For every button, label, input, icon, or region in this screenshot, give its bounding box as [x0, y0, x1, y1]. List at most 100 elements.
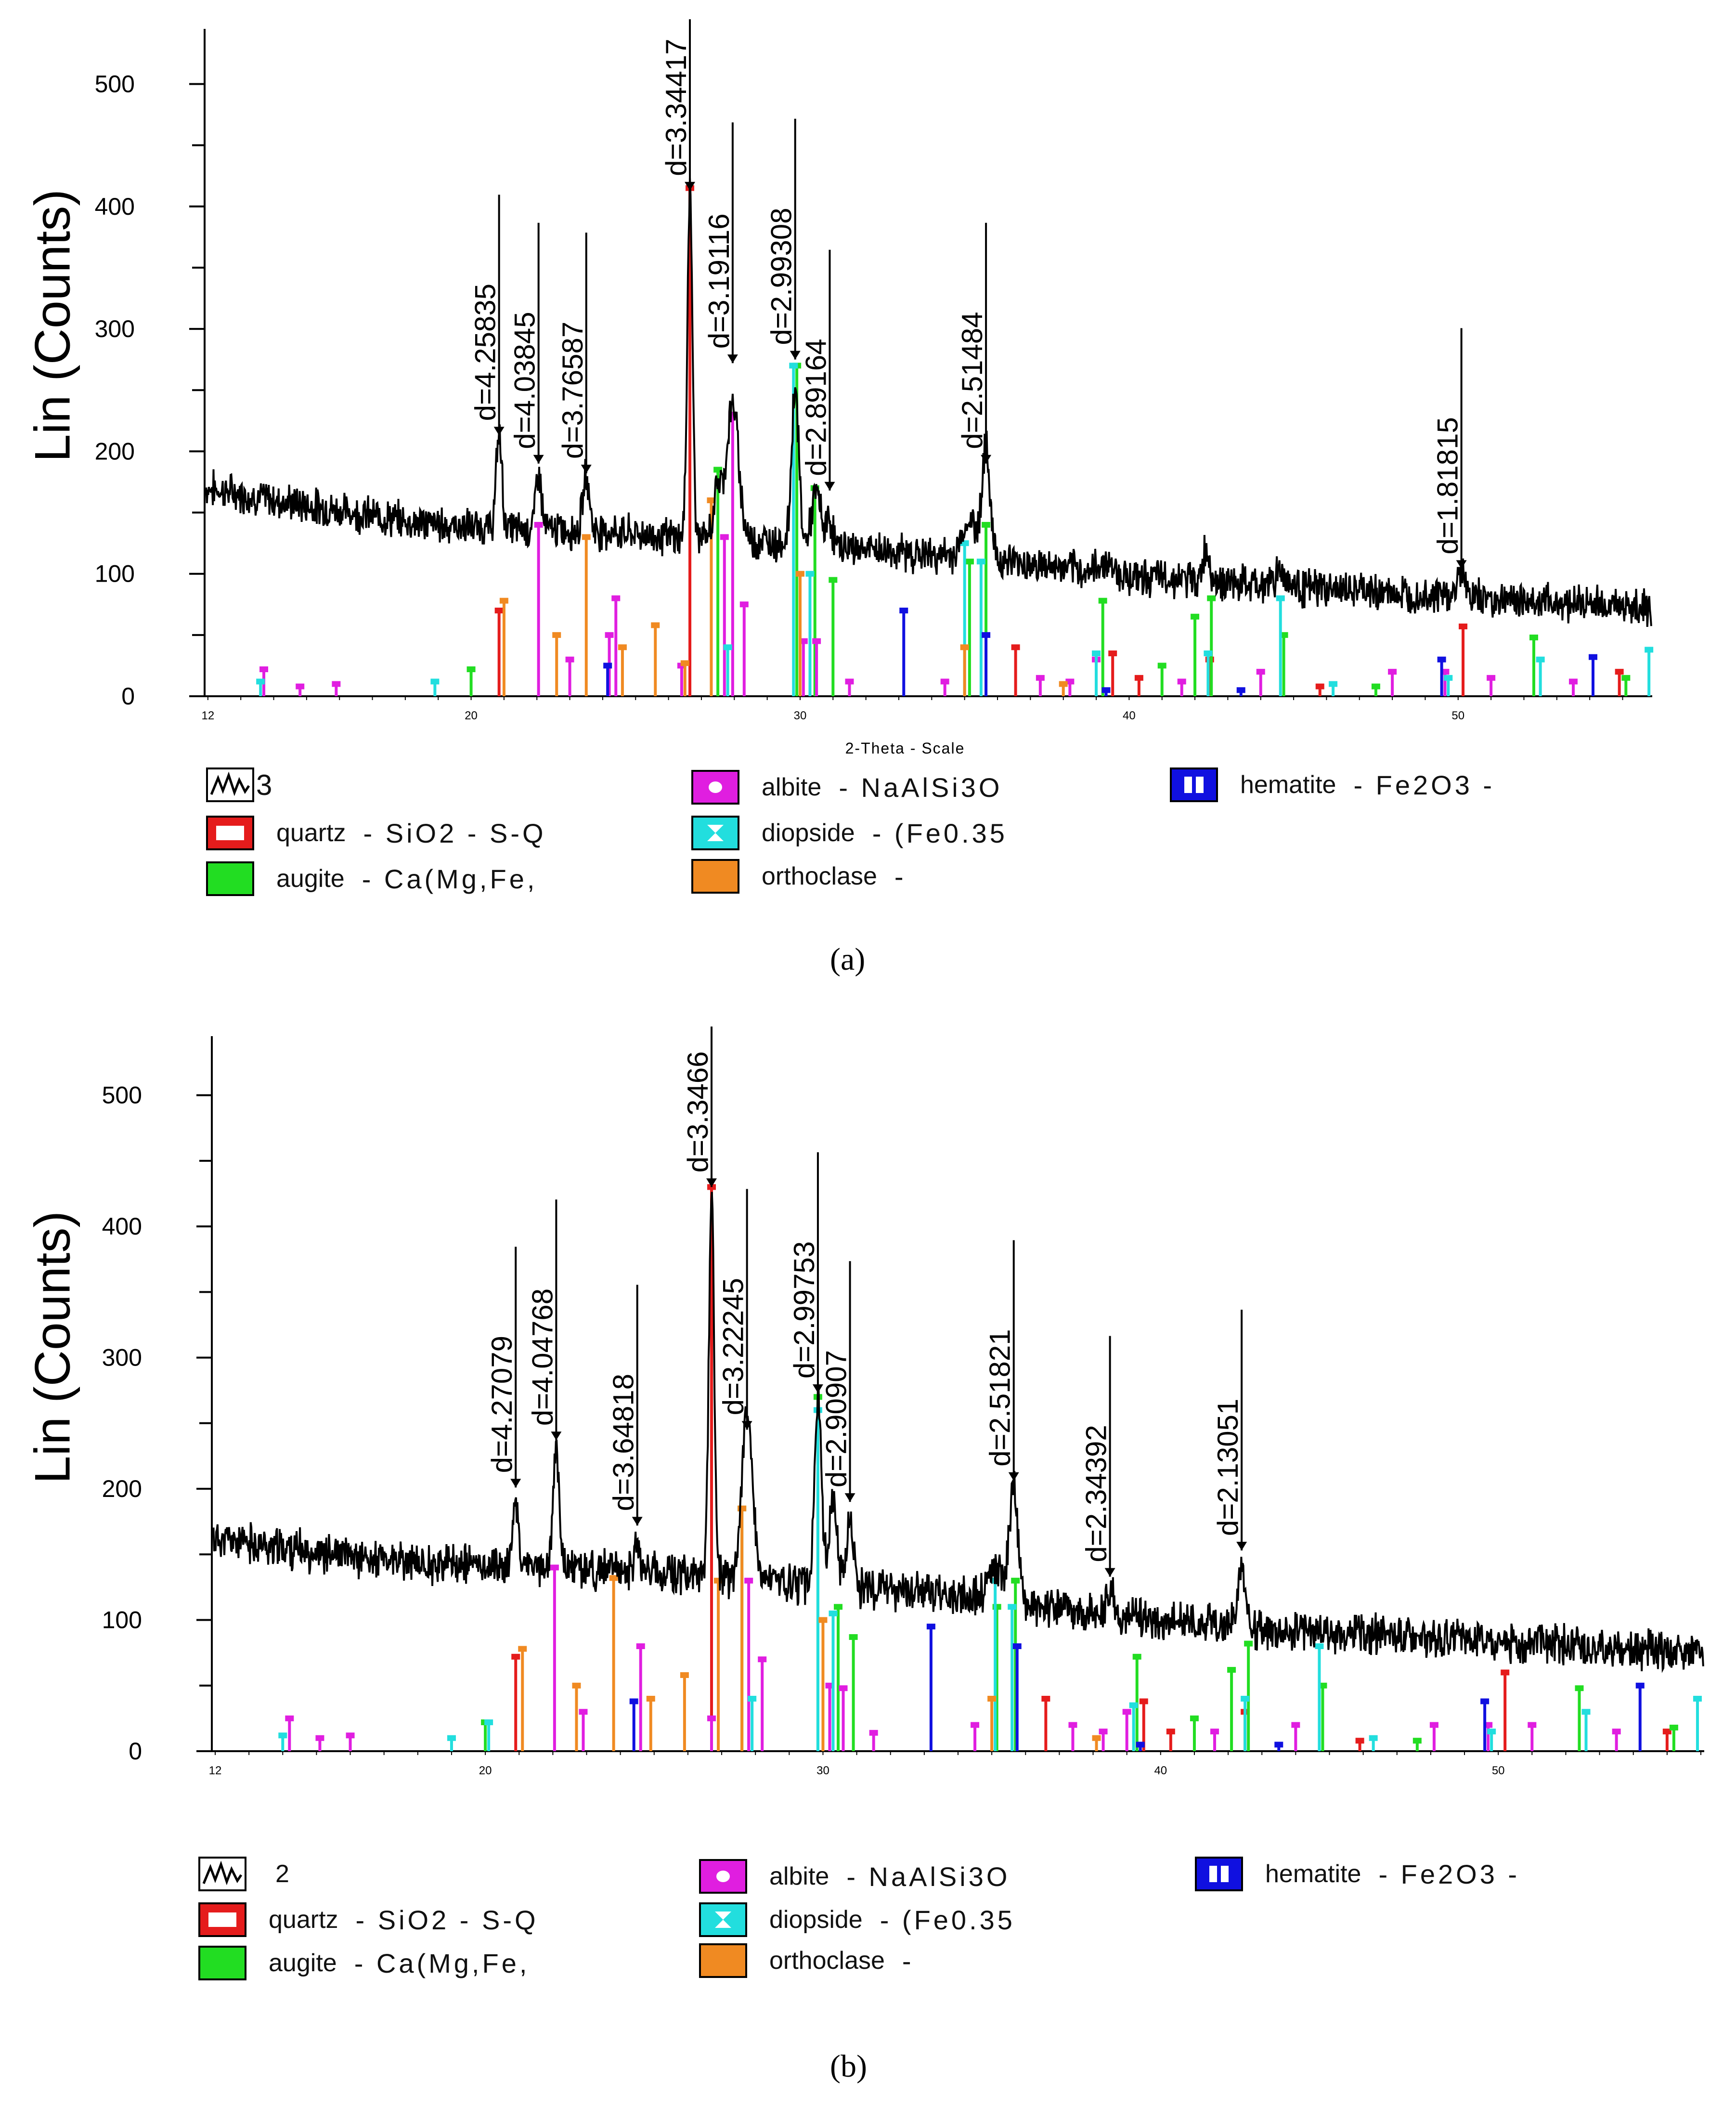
- albite-stick-marker: [1388, 669, 1397, 675]
- albite-stick-marker: [1036, 675, 1045, 681]
- legend-formula: - SiO2 - S-Q: [363, 818, 546, 848]
- legend-formula: - NaAlSi3O: [839, 772, 1003, 803]
- hematite-stick-marker: [603, 663, 612, 669]
- x-tick-label: 40: [1123, 709, 1136, 722]
- albite-stick-marker: [971, 1722, 980, 1728]
- albite-stick-marker: [1612, 1729, 1621, 1735]
- pattern-swatch: [206, 767, 254, 802]
- hematite-swatch: [1170, 767, 1218, 802]
- legend-formula: - Fe2O3 -: [1378, 1859, 1520, 1889]
- x-tick-label: 20: [465, 709, 478, 722]
- d-spacing-label: d=2.89164: [800, 338, 832, 476]
- y-tick-label: 500: [95, 70, 135, 97]
- orthoclase-stick-marker: [680, 1672, 689, 1678]
- panel-caption: (b): [830, 2049, 867, 2084]
- y-tick-label: 300: [95, 315, 135, 342]
- legend-formula: - SiO2 - S-Q: [355, 1904, 539, 1935]
- legend-item-measured: 3: [206, 766, 272, 804]
- albite-stick-marker: [296, 683, 305, 689]
- diopside-stick-marker: [1693, 1696, 1702, 1702]
- x-axis-label: 2-Theta - Scale: [845, 740, 965, 757]
- peak-marker-arrow: [685, 182, 696, 191]
- albite-swatch: [699, 1859, 747, 1894]
- legend-label: quartz: [276, 819, 346, 847]
- x-tick-label: 50: [1451, 709, 1464, 722]
- quartz-stick-marker: [1139, 1698, 1148, 1704]
- peak-marker-arrow: [1104, 1568, 1115, 1577]
- diopside-stick-marker: [748, 1696, 757, 1702]
- albite-stick-marker: [1122, 1709, 1131, 1715]
- peak-marker-arrow: [706, 1178, 717, 1187]
- legend-item-orthoclase: orthoclase -: [691, 857, 907, 896]
- legend-item-diopside: diopside - (Fe0.35: [699, 1900, 1015, 1939]
- legend-formula: - Fe2O3 -: [1353, 769, 1495, 800]
- diopside-stick-marker: [1008, 1604, 1017, 1610]
- albite-stick-marker: [758, 1656, 767, 1663]
- hematite-stick-marker: [1437, 656, 1446, 663]
- augite-stick-marker: [1412, 1738, 1422, 1744]
- augite-stick-marker: [1098, 598, 1107, 604]
- panel-caption: (a): [830, 942, 866, 977]
- legend-item-diopside: diopside - (Fe0.35: [691, 814, 1008, 852]
- y-tick-label: 200: [102, 1475, 142, 1502]
- x-tick-label: 30: [816, 1764, 829, 1777]
- orthoclase-stick-marker: [1059, 681, 1068, 687]
- diopside-stick-marker: [1369, 1735, 1378, 1741]
- legend-formula: - Ca(Mg,Fe,: [354, 1948, 530, 1978]
- augite-swatch: [206, 861, 254, 896]
- albite-stick-marker: [565, 656, 574, 663]
- x-tick-label: 50: [1492, 1764, 1505, 1777]
- x-tick-label: 20: [479, 1764, 492, 1777]
- legend-formula: - (Fe0.35: [880, 1904, 1015, 1935]
- albite-stick-marker: [346, 1732, 355, 1739]
- legend-item-hematite: hematite - Fe2O3 -: [1170, 766, 1495, 804]
- orthoclase-stick-marker: [1092, 1735, 1101, 1741]
- peak-marker-arrow: [581, 465, 592, 474]
- hematite-stick-marker: [982, 632, 991, 638]
- legend-item-orthoclase: orthoclase -: [699, 1941, 914, 1980]
- peak-marker-arrow: [1008, 1472, 1019, 1481]
- peak-marker-arrow: [1236, 1542, 1247, 1551]
- d-spacing-label: d=1.81815: [1432, 417, 1464, 554]
- legend-formula: -: [902, 1945, 914, 1976]
- d-spacing-label: d=3.76587: [557, 322, 589, 459]
- pattern-swatch: [198, 1857, 246, 1891]
- d-spacing-label: d=3.22245: [717, 1278, 750, 1415]
- albite-stick-marker: [1487, 675, 1496, 681]
- legend-item-augite: augite - Ca(Mg,Fe,: [206, 859, 537, 898]
- orthoclase-stick-marker: [707, 497, 716, 504]
- albite-stick-marker: [550, 1564, 559, 1571]
- d-spacing-label: d=3.64818: [608, 1374, 640, 1511]
- peak-marker-arrow: [812, 1384, 823, 1393]
- diopside-swatch: [691, 816, 739, 850]
- diopside-stick-marker: [430, 678, 440, 685]
- quartz-stick-marker: [1615, 669, 1624, 675]
- y-axis-label: Lin (Counts): [25, 1211, 81, 1484]
- y-tick-label: 200: [95, 438, 135, 465]
- legend-item-measured: 2: [198, 1855, 289, 1893]
- x-tick-label: 12: [201, 709, 214, 722]
- d-spacing-label: d=4.25835: [469, 284, 502, 421]
- quartz-stick-marker: [1011, 644, 1020, 650]
- peak-marker-arrow: [790, 351, 801, 360]
- d-spacing-label: d=4.04768: [526, 1288, 558, 1426]
- legend-item-quartz: quartz - SiO2 - S-Q: [198, 1900, 539, 1939]
- legend-label: orthoclase: [762, 862, 877, 890]
- augite-stick-marker: [834, 1604, 843, 1610]
- diopside-stick-marker: [805, 571, 815, 577]
- peak-marker-arrow: [727, 354, 738, 364]
- xrd-chart-b: 0 100 200 300 400 500 12 20 30 40 50 d=4.27079 d=4.0…: [102, 1027, 1704, 1777]
- legend-item-quartz: quartz - SiO2 - S-Q: [206, 814, 546, 852]
- measured-pattern-line: [205, 177, 1652, 627]
- legend-label: 2: [275, 1860, 289, 1888]
- peak-marker-arrow: [981, 455, 992, 464]
- augite-stick-marker: [965, 559, 974, 565]
- quartz-stick-marker: [1166, 1729, 1175, 1735]
- albite-stick-marker: [1256, 669, 1265, 675]
- hematite-stick-marker: [899, 607, 908, 613]
- albite-stick-marker: [1291, 1722, 1300, 1728]
- orthoclase-stick-marker: [987, 1696, 997, 1702]
- y-axis-label: Lin (Counts): [25, 189, 81, 462]
- albite-swatch: [691, 770, 739, 805]
- albite-stick-marker: [285, 1715, 294, 1721]
